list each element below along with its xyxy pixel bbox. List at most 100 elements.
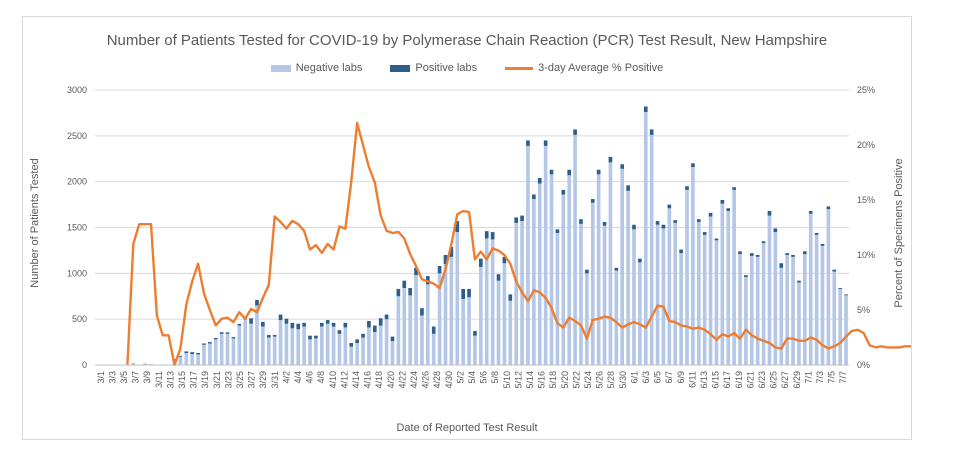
x-tick-label: 3/13 [165,371,175,389]
x-tick-label: 6/19 [734,371,744,389]
bar-negative [702,234,707,365]
bar-negative [484,238,489,365]
x-tick-label: 3/9 [142,371,152,384]
x-tick-label: 3/27 [247,371,257,389]
bar-negative [467,297,471,365]
x-tick-label: 3/23 [223,371,233,389]
legend-label-average: 3-day Average % Positive [538,62,664,74]
x-tick-label: 4/10 [328,371,338,389]
bar-positive [408,288,412,296]
bar-negative [455,232,460,365]
chart-frame: Number of Patients Tested for COVID-19 b… [22,16,912,440]
x-tick-label: 3/5 [119,371,129,384]
bar-positive [749,253,754,256]
bar-negative [761,243,766,365]
bar-negative [543,145,548,365]
bar-negative [308,339,312,365]
bar-positive [431,326,436,334]
x-tick-label: 6/25 [769,371,779,389]
y-tick-label: 2000 [67,177,87,187]
bar-negative [208,343,212,365]
x-tick-label: 5/2 [455,371,465,384]
bar-negative [219,333,224,365]
bar-positive [266,334,271,338]
x-tick-label: 5/14 [525,371,535,389]
x-tick-label: 4/18 [374,371,384,389]
bar-negative [367,327,371,365]
bar-positive [744,275,748,277]
bar-negative [425,284,430,365]
bar-positive [596,169,601,175]
bar-negative [638,262,642,365]
bar-negative [202,344,206,365]
bar-positive [638,258,642,263]
bar-negative [461,299,465,365]
bar-negative [479,266,483,365]
y-tick-label: 1500 [67,223,87,233]
legend-item-negative: Negative labs [270,62,362,74]
x-tick-label: 4/26 [421,371,431,389]
bar-positive [602,222,607,226]
bar-negative [708,216,713,365]
bar-negative [437,273,442,365]
x-tick-label: 6/11 [687,371,697,388]
bar-positive [302,322,306,327]
bar-positive [761,241,766,244]
bar-negative [278,320,283,365]
x-tick-label: 4/2 [281,371,291,384]
series-line-average [126,121,911,367]
bar-negative [590,202,595,365]
bar-negative [532,199,536,365]
bar-positive [378,318,383,326]
bar-positive [343,322,348,328]
bar-positive [202,343,206,345]
x-tick-label: 3/1 [96,371,106,384]
bar-positive [661,224,666,229]
x-tick-label: 5/28 [606,371,616,389]
bar-positive [561,189,566,195]
x-tick-label: 3/31 [270,371,280,389]
x-tick-label: 6/5 [653,371,663,384]
bar-positive [396,288,401,297]
x-tick-label: 6/15 [711,371,721,389]
bar-positive [384,314,389,320]
bar-positive [614,267,619,271]
bar-positive [219,332,224,334]
bar-positive [732,187,736,190]
x-tick-label: 6/7 [664,371,674,384]
bar-positive [479,258,483,267]
bar-negative [190,354,195,365]
bar-negative [667,208,672,365]
bar-negative [614,270,619,365]
bar-positive [443,255,448,265]
bar-negative [691,167,695,365]
bar-negative [196,354,200,365]
bar-negative [337,333,342,365]
bar-negative [620,168,625,365]
y-tick-label: 500 [72,314,87,324]
bar-negative [649,134,654,365]
x-tick-label: 4/4 [293,371,303,384]
x-tick-label: 5/22 [571,371,581,389]
bar-negative [325,323,330,365]
x-tick-label: 6/17 [722,371,732,389]
bar-positive [708,212,713,217]
x-tick-label: 3/7 [131,371,141,384]
bar-positive [184,351,189,354]
chart-legend: Negative labs Positive labs 3-day Averag… [23,62,911,74]
bar-positive [549,169,554,175]
x-tick-label: 5/26 [595,371,605,389]
x-tick-label: 3/21 [212,371,222,389]
bar-positive [278,314,283,321]
bar-positive [272,334,277,337]
bar-negative [838,288,842,365]
bar-negative [661,228,666,365]
bar-negative [284,323,289,365]
bar-positive [720,200,725,204]
bar-positive [532,194,536,200]
bar-negative [797,282,801,365]
legend-item-average: 3-day Average % Positive [505,62,663,74]
bar-positive [514,217,519,223]
bar-negative [685,189,689,365]
bar-positive [237,323,242,326]
